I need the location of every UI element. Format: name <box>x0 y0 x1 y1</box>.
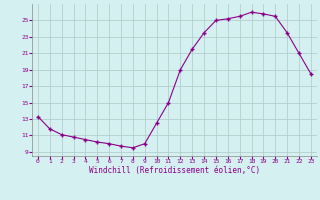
X-axis label: Windchill (Refroidissement éolien,°C): Windchill (Refroidissement éolien,°C) <box>89 166 260 175</box>
